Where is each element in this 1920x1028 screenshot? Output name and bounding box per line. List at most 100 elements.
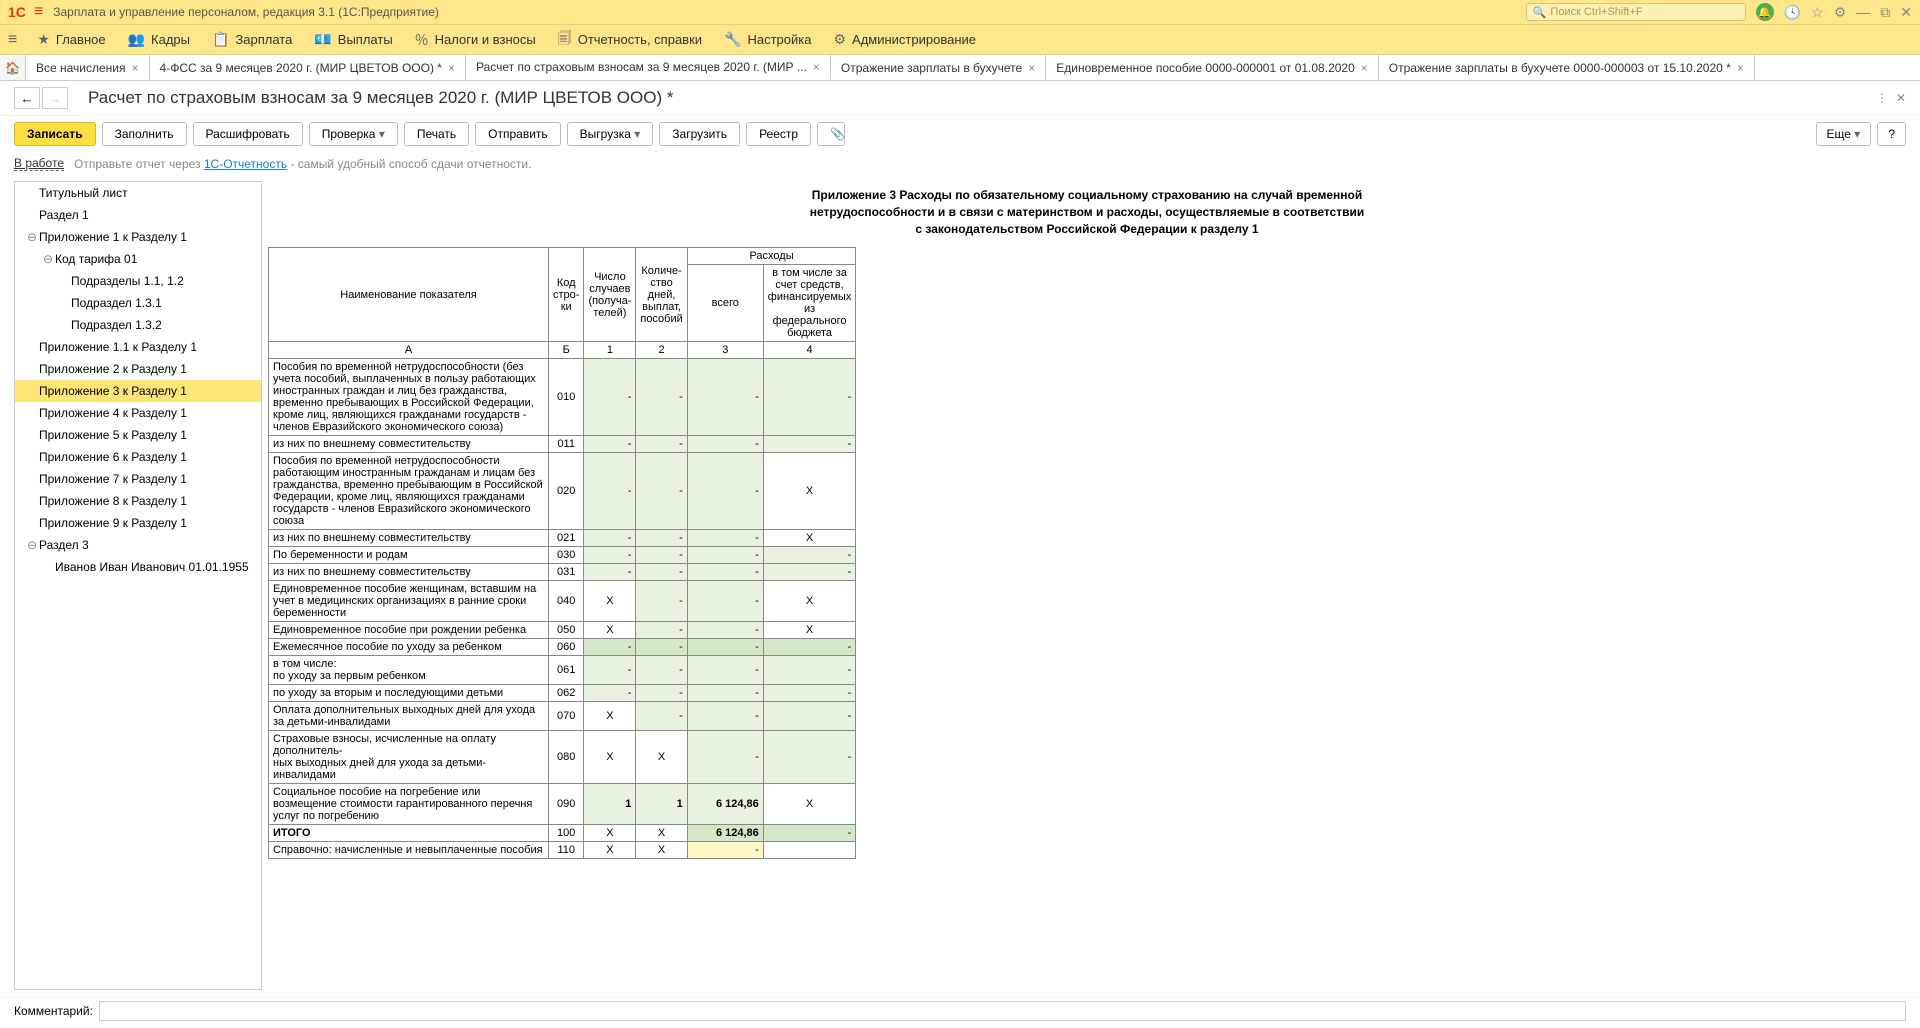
cell-c2[interactable]: - <box>636 656 687 685</box>
expand-icon[interactable]: ⊖ <box>43 252 55 266</box>
cell-c1[interactable]: - <box>584 453 636 530</box>
tab-2[interactable]: Расчет по страховым взносам за 9 месяцев… <box>466 55 831 80</box>
tree-node-1[interactable]: Раздел 1 <box>15 204 261 226</box>
cell-c2[interactable]: - <box>636 685 687 702</box>
nav-back-button[interactable]: ← <box>14 87 40 109</box>
tree-node-3[interactable]: ⊖Код тарифа 01 <box>15 248 261 270</box>
cell-c1[interactable]: X <box>584 702 636 731</box>
cell-c3[interactable]: - <box>687 581 763 622</box>
report-area[interactable]: Приложение 3 Расходы по обязательному со… <box>268 181 1920 996</box>
notifications-icon[interactable]: 🔔 <box>1756 3 1774 21</box>
doc-menu-icon[interactable]: ⋮ <box>1876 91 1888 105</box>
decode-button[interactable]: Расшифровать <box>193 122 303 146</box>
tab-0[interactable]: Все начисления× <box>26 55 150 80</box>
write-button[interactable]: Записать <box>14 122 96 146</box>
cell-c4[interactable]: - <box>763 359 856 436</box>
cell-c3[interactable]: - <box>687 702 763 731</box>
cell-c3[interactable]: - <box>687 359 763 436</box>
history-icon[interactable]: 🕓 <box>1784 4 1801 21</box>
tree-node-5[interactable]: Подраздел 1.3.1 <box>15 292 261 314</box>
menu-item-6[interactable]: 🔧Настройка <box>724 28 811 52</box>
tree-node-2[interactable]: ⊖Приложение 1 к Разделу 1 <box>15 226 261 248</box>
cell-c2[interactable]: - <box>636 453 687 530</box>
menu-item-0[interactable]: ★Главное <box>37 28 105 52</box>
cell-c4[interactable]: - <box>763 702 856 731</box>
cell-c4[interactable]: X <box>763 581 856 622</box>
tree-node-4[interactable]: Подразделы 1.1, 1.2 <box>15 270 261 292</box>
maximize-icon[interactable]: ⧉ <box>1880 4 1890 21</box>
more-button[interactable]: Еще <box>1816 122 1872 146</box>
menu-item-3[interactable]: 💶Выплаты <box>314 28 392 52</box>
menu-item-1[interactable]: 👥Кадры <box>128 28 190 52</box>
cell-c2[interactable]: - <box>636 530 687 547</box>
cell-c1[interactable]: X <box>584 825 636 842</box>
cell-c1[interactable]: - <box>584 685 636 702</box>
tree-node-7[interactable]: Приложение 1.1 к Разделу 1 <box>15 336 261 358</box>
cell-c4[interactable]: - <box>763 564 856 581</box>
cell-c1[interactable]: - <box>584 639 636 656</box>
load-button[interactable]: Загрузить <box>659 122 740 146</box>
cell-c1[interactable]: - <box>584 359 636 436</box>
cell-c3[interactable]: 6 124,86 <box>687 784 763 825</box>
cell-c4[interactable]: - <box>763 656 856 685</box>
cell-c1[interactable]: X <box>584 622 636 639</box>
tab-close-icon[interactable]: × <box>1028 61 1035 75</box>
cell-c2[interactable]: - <box>636 359 687 436</box>
cell-c2[interactable]: - <box>636 581 687 622</box>
menu-item-7[interactable]: ⚙Администрирование <box>833 28 976 52</box>
cell-c4[interactable]: - <box>763 825 856 842</box>
menu-item-2[interactable]: 📋Зарплата <box>212 28 292 52</box>
tab-close-icon[interactable]: × <box>1361 61 1368 75</box>
close-window-icon[interactable]: ✕ <box>1900 4 1912 21</box>
cell-c2[interactable]: - <box>636 622 687 639</box>
menu-item-5[interactable]: 🗐Отчетность, справки <box>558 28 702 52</box>
tree-node-15[interactable]: Приложение 9 к Разделу 1 <box>15 512 261 534</box>
send-button[interactable]: Отправить <box>475 122 561 146</box>
cell-c4[interactable]: X <box>763 453 856 530</box>
cell-c4[interactable]: - <box>763 685 856 702</box>
cell-c1[interactable]: - <box>584 656 636 685</box>
cell-c1[interactable]: - <box>584 436 636 453</box>
home-tab[interactable]: 🏠 <box>0 55 26 80</box>
tree-node-12[interactable]: Приложение 6 к Разделу 1 <box>15 446 261 468</box>
cell-c2[interactable]: 1 <box>636 784 687 825</box>
sections-menu-icon[interactable]: ≡ <box>8 31 17 49</box>
tab-3[interactable]: Отражение зарплаты в бухучете× <box>831 55 1046 80</box>
cell-c2[interactable]: - <box>636 564 687 581</box>
cell-c2[interactable]: - <box>636 436 687 453</box>
minimize-icon[interactable]: — <box>1856 4 1870 20</box>
app-menu-icon[interactable]: ≡ <box>34 3 43 21</box>
status-link[interactable]: В работе <box>14 156 64 171</box>
cell-c3[interactable]: - <box>687 656 763 685</box>
tree-node-8[interactable]: Приложение 2 к Разделу 1 <box>15 358 261 380</box>
tree-node-9[interactable]: Приложение 3 к Разделу 1 <box>15 380 261 402</box>
registry-button[interactable]: Реестр <box>746 122 811 146</box>
tab-4[interactable]: Единовременное пособие 0000-000001 от 01… <box>1046 55 1379 80</box>
cell-c4[interactable] <box>763 842 856 859</box>
cell-c4[interactable]: - <box>763 731 856 784</box>
cell-c4[interactable]: - <box>763 436 856 453</box>
onec-reporting-link[interactable]: 1С-Отчетность <box>204 157 287 171</box>
search-input[interactable]: 🔍 Поиск Ctrl+Shift+F <box>1526 3 1746 21</box>
tree-node-6[interactable]: Подраздел 1.3.2 <box>15 314 261 336</box>
cell-c3[interactable]: - <box>687 453 763 530</box>
cell-c2[interactable]: X <box>636 731 687 784</box>
doc-close-icon[interactable]: ✕ <box>1896 91 1906 105</box>
tree-node-17[interactable]: Иванов Иван Иванович 01.01.1955 <box>15 556 261 578</box>
tree-node-16[interactable]: ⊖Раздел 3 <box>15 534 261 556</box>
cell-c3[interactable]: 6 124,86 <box>687 825 763 842</box>
cell-c4[interactable]: X <box>763 784 856 825</box>
cell-c1[interactable]: X <box>584 731 636 784</box>
help-button[interactable]: ? <box>1877 122 1906 146</box>
cell-c1[interactable]: - <box>584 564 636 581</box>
tab-1[interactable]: 4-ФСС за 9 месяцев 2020 г. (МИР ЦВЕТОВ О… <box>150 55 466 80</box>
cell-c1[interactable]: X <box>584 842 636 859</box>
cell-c1[interactable]: - <box>584 547 636 564</box>
tree-node-11[interactable]: Приложение 5 к Разделу 1 <box>15 424 261 446</box>
tab-close-icon[interactable]: × <box>132 61 139 75</box>
cell-c3[interactable]: - <box>687 547 763 564</box>
tree-node-10[interactable]: Приложение 4 к Разделу 1 <box>15 402 261 424</box>
nav-forward-button[interactable]: → <box>42 87 68 109</box>
fill-button[interactable]: Заполнить <box>102 122 187 146</box>
cell-c3[interactable]: - <box>687 639 763 656</box>
